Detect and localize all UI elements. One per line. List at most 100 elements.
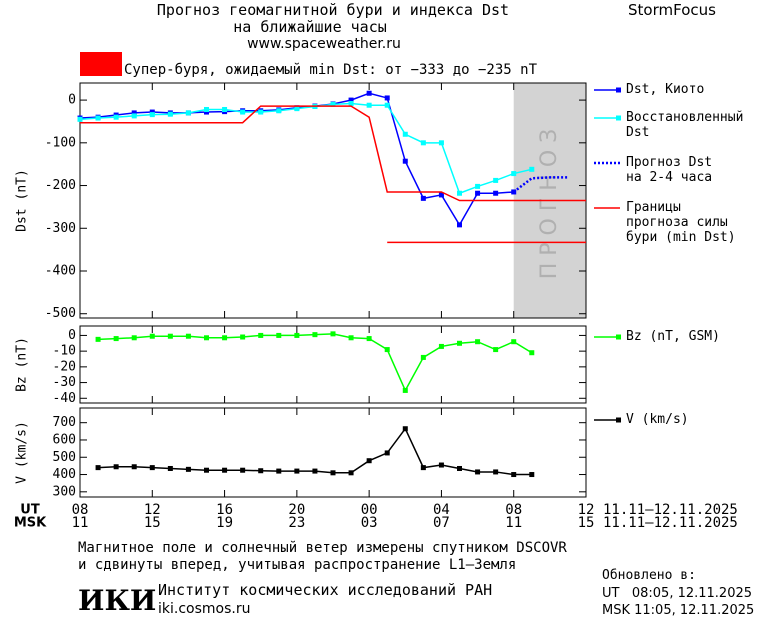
marker [402,426,408,432]
x2-tick-label: 19 [216,515,233,531]
marker [420,354,426,360]
y-axis-label: Dst (nT) [15,169,30,232]
footer-note: Магнитное поле и солнечный ветер измерен… [78,540,567,556]
x-tick-label: 12 [578,502,595,518]
marker [493,177,499,183]
marker [457,222,462,228]
date-range: 11.11–12.11.2025 [603,515,738,531]
marker [384,450,390,456]
marker [240,334,246,340]
marker [529,166,535,172]
marker [330,101,336,107]
marker [348,97,354,103]
brand: StormFocus [628,1,716,19]
marker [167,333,173,339]
logo: ИКИ [78,584,157,617]
subtitle: на ближайшие часы [233,18,387,36]
legend-label: Bz (nT, GSM) [626,329,720,344]
marker [113,464,119,470]
marker [312,332,318,338]
y-tick-label: -200 [45,178,76,193]
marker [420,195,426,201]
x-tick-label: 16 [216,502,233,518]
legend-label: Прогноз Dst на 2-4 часа [626,155,713,185]
x-axis-label: UT [20,503,40,518]
x-tick-label: 00 [361,502,378,518]
x2-tick-label: 11 [505,515,522,531]
marker [167,111,173,117]
y-tick-label: -300 [45,221,76,236]
legend-marker [616,417,621,423]
marker [529,472,535,478]
marker [131,464,137,470]
marker [475,339,481,345]
x-tick-label: 08 [72,502,89,518]
plot-frame [79,407,587,498]
marker [113,336,119,342]
marker [149,333,155,339]
legend-marker [616,87,621,93]
marker [95,465,101,471]
updated-label: Обновлено в: [602,568,696,583]
marker [95,115,101,121]
marker [457,465,462,471]
y-tick-label: 500 [53,450,76,465]
marker [131,335,137,341]
marker [149,465,155,471]
x-tick-label: 08 [505,502,522,518]
marker [420,465,426,471]
marker [149,112,155,118]
marker [95,336,101,342]
marker [222,335,228,341]
marker [204,335,209,341]
institute: Институт космических исследований РАН [158,581,493,599]
updated-msk: MSK 11:05, 12.11.2025 [602,603,755,618]
y-tick-label: 600 [53,432,76,447]
x2-tick-label: 03 [361,515,378,531]
marker [312,468,318,474]
legend-label: Dst, Киото [626,82,705,97]
y-tick-label: -30 [53,375,76,390]
date-range: 11.11–12.11.2025 [603,502,738,518]
marker [420,140,426,146]
marker [167,465,173,471]
marker [511,472,517,478]
series-line [98,427,532,476]
y-tick-label: -500 [45,306,76,321]
marker [402,131,408,137]
updated-ut: UT 08:05, 12.11.2025 [602,586,753,601]
marker [131,113,137,119]
marker [294,332,300,338]
series-line [512,176,568,193]
x-tick-label: 04 [433,502,450,518]
marker [366,102,372,108]
marker [457,340,462,346]
series-line [80,105,586,202]
legend-marker [616,115,621,121]
marker [475,190,481,196]
marker [402,158,408,164]
marker [330,470,336,476]
series-line [79,92,514,227]
marker [294,106,300,112]
marker [384,347,390,353]
marker [276,468,282,474]
marker [366,90,372,96]
marker [384,95,390,101]
marker [222,467,228,473]
y-tick-label: -100 [45,135,76,150]
storm-color [80,52,122,76]
x2-tick-label: 15 [144,515,161,531]
x2-axis-label: MSK [14,516,47,531]
marker [113,114,119,120]
y-tick-label: 0 [68,328,76,343]
marker [348,335,354,341]
marker [258,109,264,115]
marker [511,171,517,177]
title: Прогноз геомагнитной бури и индекса Dst [156,1,510,19]
x2-tick-label: 11 [72,515,89,531]
url: www.spaceweather.ru [247,36,401,52]
marker [457,190,462,196]
storm-text: Супер-буря, ожидаемый min Dst: от −333 д… [124,62,538,78]
